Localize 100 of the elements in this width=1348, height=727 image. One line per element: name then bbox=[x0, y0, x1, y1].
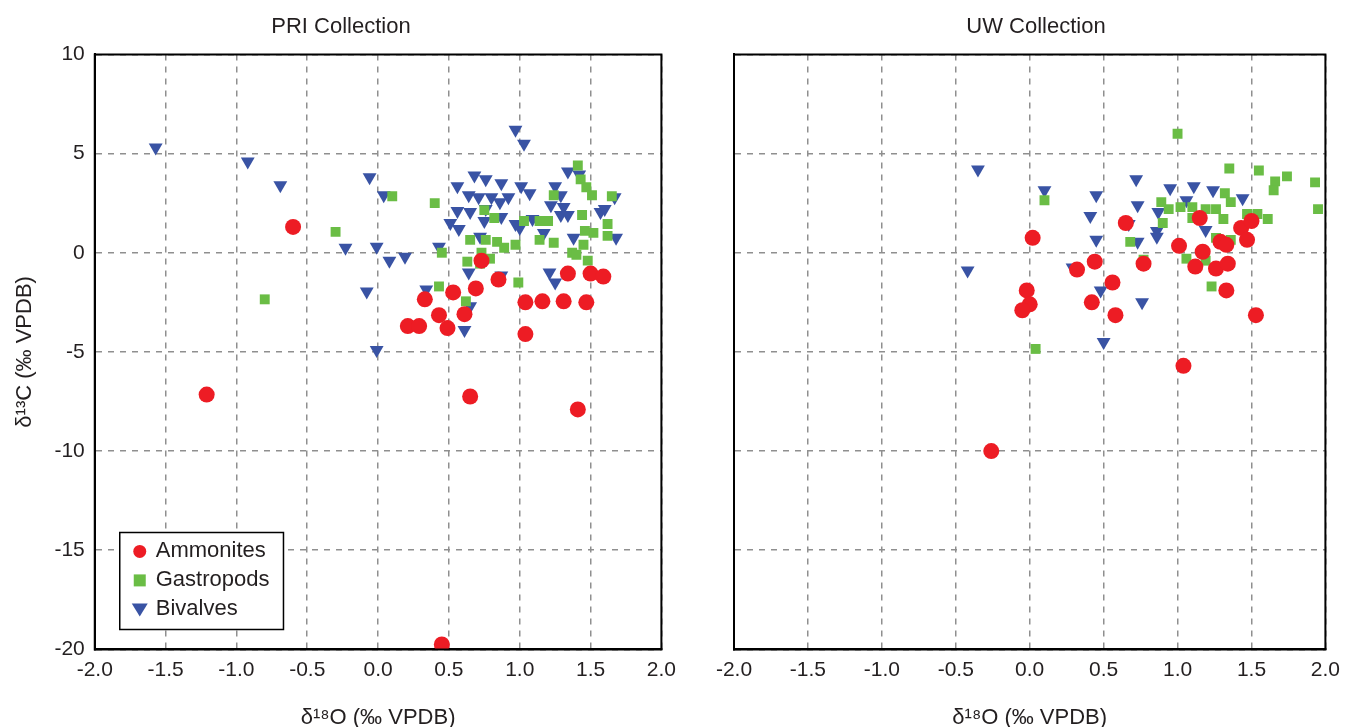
point bbox=[1089, 235, 1104, 248]
point bbox=[1089, 191, 1104, 204]
point bbox=[1219, 255, 1236, 272]
y-axis-title: δ¹³C (‰ VPDB) bbox=[11, 276, 37, 428]
point bbox=[273, 181, 288, 194]
point bbox=[560, 167, 575, 180]
point bbox=[1018, 282, 1035, 299]
point bbox=[1125, 236, 1136, 247]
point bbox=[501, 193, 516, 206]
point bbox=[489, 213, 500, 223]
x-tick-label: 0.0 bbox=[1015, 656, 1045, 680]
x-tick-label: -1.5 bbox=[147, 656, 184, 680]
x-tick-label: 0.0 bbox=[363, 656, 393, 680]
point bbox=[467, 171, 482, 184]
point bbox=[382, 256, 397, 269]
point bbox=[369, 345, 384, 358]
point bbox=[1253, 165, 1264, 176]
point bbox=[1171, 237, 1188, 254]
y-tick-label: -15 bbox=[54, 537, 85, 561]
point bbox=[387, 191, 398, 202]
point bbox=[463, 208, 478, 221]
point bbox=[960, 266, 975, 279]
point bbox=[1107, 307, 1124, 324]
point bbox=[1218, 214, 1229, 224]
point bbox=[198, 386, 215, 403]
point bbox=[467, 280, 484, 297]
point bbox=[1175, 202, 1186, 213]
point bbox=[595, 268, 612, 285]
point bbox=[1083, 212, 1098, 225]
point bbox=[1187, 202, 1198, 213]
point bbox=[1239, 231, 1256, 248]
point bbox=[411, 318, 428, 335]
point bbox=[543, 201, 558, 214]
chart-title: UW Collection bbox=[966, 13, 1106, 39]
legend-label: Bivalves bbox=[155, 595, 238, 621]
point bbox=[148, 143, 163, 156]
x-tick-label: 2.0 bbox=[1310, 656, 1341, 680]
point bbox=[480, 234, 491, 245]
point bbox=[578, 294, 595, 311]
point bbox=[1218, 236, 1235, 253]
point bbox=[517, 326, 534, 343]
point bbox=[1206, 281, 1217, 292]
point bbox=[490, 271, 507, 288]
x-tick-label: -1.0 bbox=[863, 656, 900, 680]
point bbox=[1069, 261, 1086, 278]
point bbox=[971, 165, 985, 178]
point bbox=[582, 255, 593, 266]
point bbox=[1247, 307, 1264, 324]
point bbox=[1211, 204, 1221, 215]
point bbox=[517, 294, 534, 311]
x-tick-label: 1.5 bbox=[575, 656, 606, 680]
point bbox=[1186, 182, 1201, 195]
point bbox=[1235, 194, 1250, 207]
point bbox=[462, 388, 479, 405]
point bbox=[484, 193, 499, 206]
point bbox=[606, 191, 617, 202]
point bbox=[1151, 208, 1166, 221]
point bbox=[1024, 229, 1041, 246]
point bbox=[1206, 186, 1220, 199]
point bbox=[602, 219, 613, 229]
point bbox=[359, 287, 374, 300]
point bbox=[1096, 337, 1111, 350]
x-tick-label: 2.0 bbox=[646, 656, 677, 680]
point bbox=[1172, 128, 1183, 139]
point bbox=[1243, 213, 1260, 229]
point bbox=[433, 636, 450, 650]
legend-label: Ammonites bbox=[155, 537, 266, 563]
point bbox=[519, 216, 529, 226]
point bbox=[461, 268, 476, 281]
point bbox=[494, 179, 509, 192]
point bbox=[548, 190, 559, 201]
point bbox=[434, 281, 444, 292]
point bbox=[1093, 286, 1108, 299]
point bbox=[456, 306, 473, 323]
point bbox=[499, 242, 510, 253]
point bbox=[416, 291, 433, 308]
point bbox=[983, 443, 1000, 460]
y-tick-label: 10 bbox=[61, 41, 85, 65]
x-tick-label: -1.5 bbox=[789, 656, 827, 680]
y-tick-label: 5 bbox=[73, 140, 85, 164]
point bbox=[285, 218, 302, 235]
point bbox=[514, 182, 529, 195]
x-tick-label: 1.5 bbox=[1236, 656, 1267, 680]
point bbox=[579, 225, 590, 236]
point bbox=[1218, 282, 1235, 299]
x-tick-label: -0.5 bbox=[937, 656, 974, 680]
point bbox=[1187, 258, 1204, 275]
point bbox=[566, 233, 581, 246]
point bbox=[461, 191, 476, 204]
point bbox=[436, 247, 447, 258]
y-tick-label: -5 bbox=[66, 338, 85, 362]
point bbox=[597, 205, 612, 218]
point bbox=[1163, 204, 1174, 215]
point bbox=[1313, 204, 1323, 215]
point bbox=[555, 293, 572, 310]
point bbox=[330, 226, 341, 237]
point bbox=[534, 293, 551, 310]
point bbox=[362, 173, 377, 186]
x-tick-label: 0.5 bbox=[1089, 656, 1119, 680]
point bbox=[1175, 357, 1192, 374]
